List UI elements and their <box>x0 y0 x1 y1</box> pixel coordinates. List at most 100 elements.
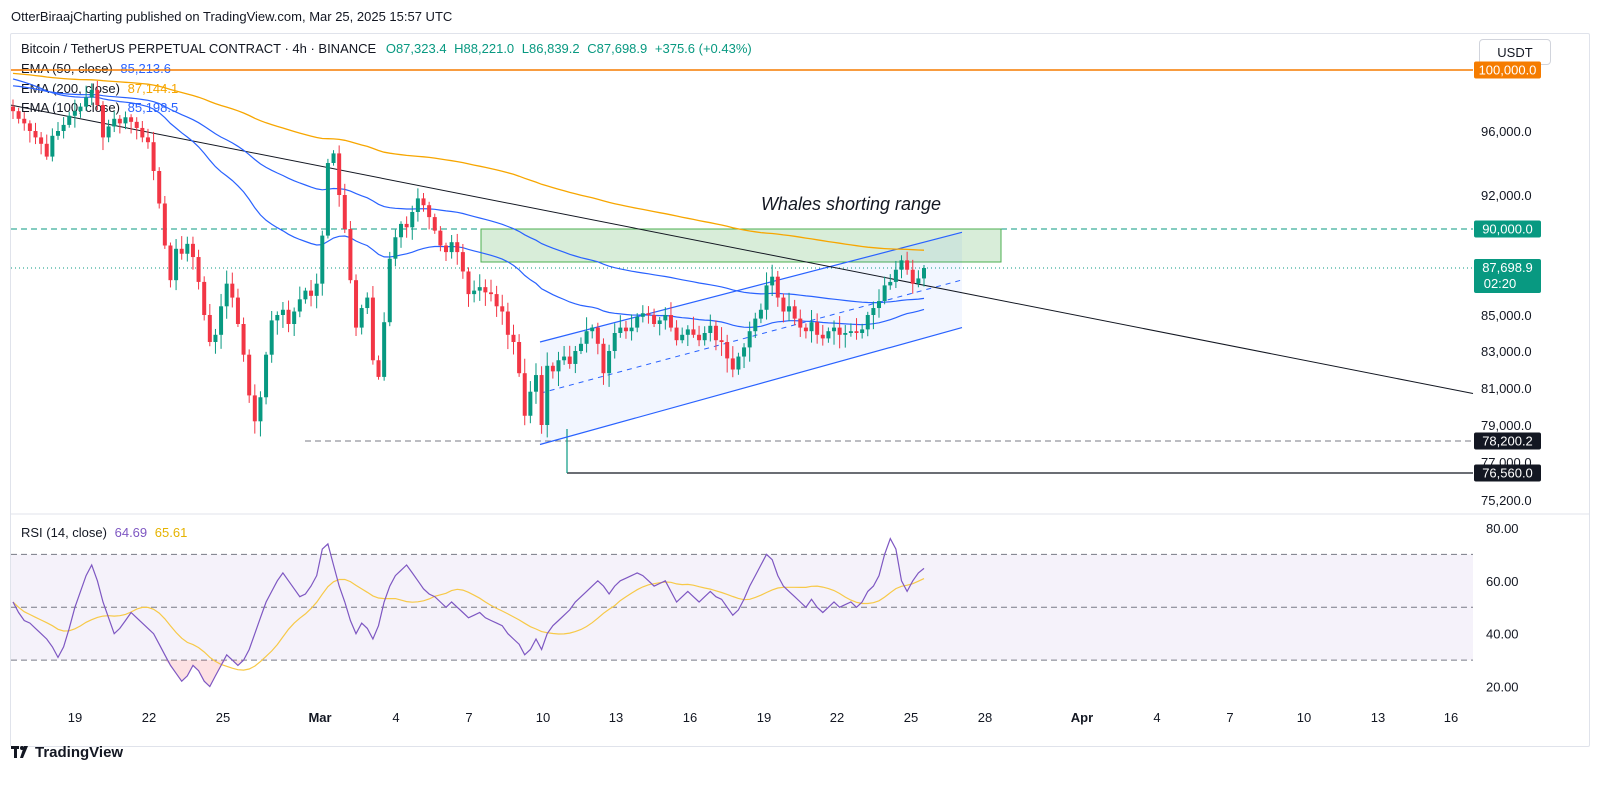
candle-body <box>764 285 769 310</box>
candle-body <box>832 327 837 332</box>
time-axis-tick: Mar <box>308 710 331 725</box>
candle-body <box>590 327 595 332</box>
candle-body <box>713 325 718 341</box>
candle-body <box>365 297 370 309</box>
candle-body <box>33 131 38 138</box>
candle-body <box>787 306 792 312</box>
rsi-legend[interactable]: RSI (14, close) 64.69 65.61 <box>21 525 187 540</box>
currency-button[interactable]: USDT <box>1479 39 1551 65</box>
candle-body <box>320 235 325 284</box>
candle-body <box>556 360 561 372</box>
ema-100-value: 85,198.5 <box>127 100 179 115</box>
candle-body <box>387 258 392 323</box>
ema-50-label: EMA (50, close) <box>21 61 113 76</box>
candle-body <box>399 223 404 238</box>
price-badge-label: 87,698.9 <box>1482 260 1533 275</box>
candle-body <box>157 171 162 204</box>
candle-body <box>578 343 583 351</box>
time-axis-tick: 13 <box>609 710 623 725</box>
candle-body <box>820 334 825 339</box>
candle-body <box>905 260 910 270</box>
candle-body <box>629 327 634 332</box>
candle-body <box>472 290 477 295</box>
rsi-line <box>12 537 925 688</box>
candle-body <box>247 354 252 396</box>
whales-zone-label: Whales shorting range <box>761 194 941 214</box>
candle-body <box>652 315 657 324</box>
candle-body <box>826 331 831 339</box>
candle-body <box>95 89 100 106</box>
candle-body <box>84 97 89 107</box>
ema-200-legend[interactable]: EMA (200, close) 87,144.1 <box>21 81 178 96</box>
rsi-axis-tick: 80.00 <box>1486 521 1519 536</box>
candle-body <box>230 283 235 298</box>
candle-body <box>888 281 893 286</box>
price-badge <box>1474 61 1541 79</box>
candle-body <box>685 329 690 335</box>
price-axis-tick: 75,200.0 <box>1481 493 1532 508</box>
candle-body <box>663 315 668 321</box>
candle-body <box>145 137 150 143</box>
candle-body <box>258 397 263 422</box>
candle-body <box>618 327 623 333</box>
time-axis-tick: 28 <box>978 710 992 725</box>
candle-body <box>775 276 780 298</box>
candle-body <box>657 320 662 324</box>
candle-body <box>567 356 572 364</box>
candle-body <box>573 351 578 364</box>
whales-zone[interactable] <box>480 228 1002 263</box>
candle-body <box>376 360 381 377</box>
candle-body <box>584 331 589 344</box>
candle-body <box>72 111 77 116</box>
descending-trendline[interactable] <box>10 104 1474 395</box>
candle-body <box>910 269 915 284</box>
candle-body <box>612 333 617 351</box>
candle-body <box>505 311 510 335</box>
candle-body <box>89 89 94 98</box>
candle-body <box>174 248 179 281</box>
candle-body <box>404 223 409 228</box>
candle-body <box>151 142 156 171</box>
candle-body <box>477 287 482 291</box>
candle-body <box>444 245 449 253</box>
price-axis-tick: 92,000.0 <box>1481 188 1532 203</box>
candle-body <box>837 327 842 335</box>
symbol-legend: Bitcoin / TetherUS PERPETUAL CONTRACT · … <box>21 41 752 56</box>
ema-50-value: 85,213.6 <box>120 61 171 76</box>
price-badge-label: 100,000.0 <box>1479 63 1537 78</box>
candle-body <box>488 292 493 295</box>
rsi-axis-tick: 60.00 <box>1486 574 1519 589</box>
price-badge-label: 78,200.2 <box>1482 434 1533 449</box>
candle-body <box>342 195 347 229</box>
candle-body <box>393 237 398 259</box>
candle-body <box>55 131 60 136</box>
candle-body <box>286 309 291 324</box>
candle-body <box>61 124 66 131</box>
time-axis-tick: 22 <box>142 710 156 725</box>
channel-lower-line[interactable] <box>539 327 963 446</box>
candle-body <box>207 315 212 342</box>
rsi-axis-tick: 20.00 <box>1486 680 1519 695</box>
symbol-title[interactable]: Bitcoin / TetherUS PERPETUAL CONTRACT · … <box>21 41 377 56</box>
candle-body <box>533 375 538 392</box>
price-badge-countdown: 02:20 <box>1484 276 1517 291</box>
rsi-value: 64.69 <box>114 525 148 540</box>
candle-body <box>168 245 173 281</box>
rsi-axis-tick: 40.00 <box>1486 627 1519 642</box>
channel-upper-line[interactable] <box>539 231 963 343</box>
candle-body <box>635 316 640 328</box>
candle-body <box>39 137 44 144</box>
candle-body <box>309 290 314 296</box>
tradingview-logo[interactable]: TradingView <box>11 744 123 761</box>
candle-body <box>708 325 713 333</box>
ema-100-legend[interactable]: EMA (100, close) 85,198.5 <box>21 100 178 115</box>
candle-body <box>331 153 336 163</box>
ema-50-legend[interactable]: EMA (50, close) 85,213.6 <box>21 61 171 76</box>
time-axis-tick: 4 <box>392 710 399 725</box>
ema-100-label: EMA (100, close) <box>21 100 120 115</box>
time-axis-tick: 16 <box>683 710 697 725</box>
candle-body <box>50 135 55 157</box>
candle-body <box>117 118 122 124</box>
candle-body <box>185 243 190 254</box>
